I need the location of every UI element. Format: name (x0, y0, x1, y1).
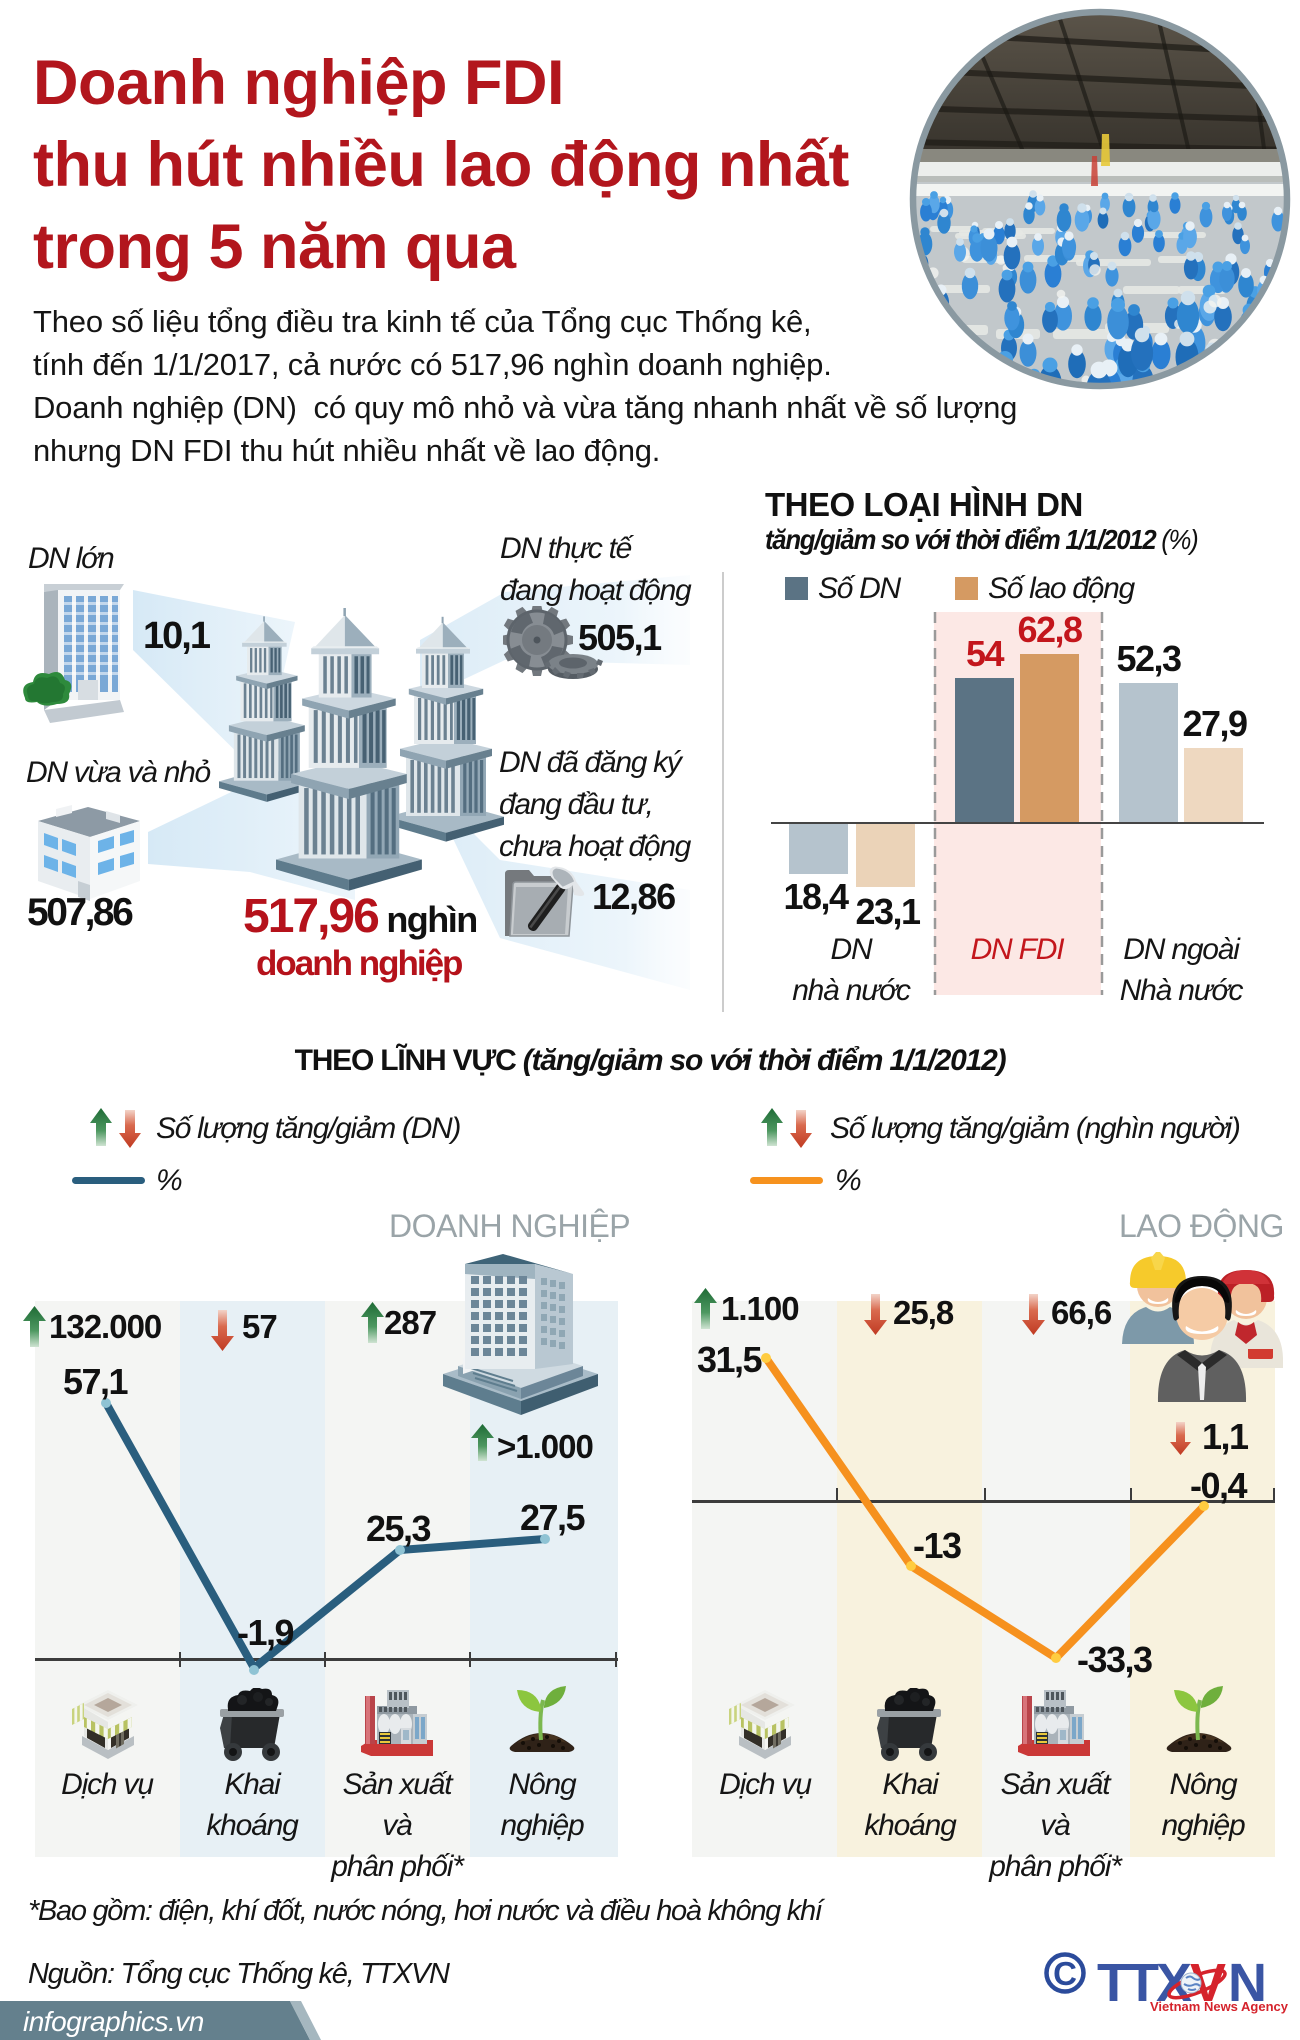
svg-text:C: C (1053, 1955, 1077, 1992)
svg-text:TT: TT (1097, 1953, 1159, 2013)
svg-text:N: N (1228, 1953, 1267, 2013)
svg-text:Vietnam News Agency: Vietnam News Agency (1150, 1999, 1289, 2014)
